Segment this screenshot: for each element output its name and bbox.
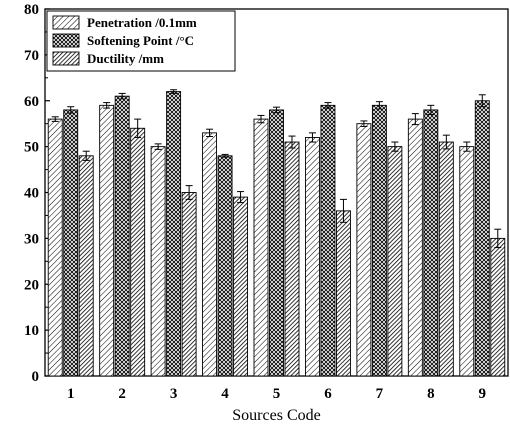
x-tick-label: 6 [324, 386, 332, 402]
bar-1 [99, 104, 115, 377]
plot-area: 0 10 20 30 40 50 60 70 80 1 2 3 4 5 6 7 8 9 [24, 2, 509, 402]
bar-1 [459, 146, 475, 377]
bar-3 [490, 237, 506, 377]
x-tick-label: 5 [273, 386, 281, 402]
bar-3 [438, 141, 454, 377]
y-tick-label: 80 [24, 2, 39, 18]
bar-1 [202, 132, 218, 377]
bar-1 [150, 146, 166, 377]
y-tick-label: 50 [24, 140, 39, 156]
legend: Penetration /0.1mm Softening Point /°C Duc… [46, 10, 236, 72]
legend-swatch-1 [52, 15, 80, 30]
bar-3 [335, 210, 351, 377]
x-tick-label: 3 [170, 386, 178, 402]
x-tick-label: 2 [118, 386, 126, 402]
bar-3 [387, 146, 403, 377]
x-tick-label: 8 [427, 386, 435, 402]
y-tick-label: 0 [32, 369, 40, 385]
y-tick-label: 60 [24, 94, 39, 110]
y-tick-label: 20 [24, 277, 39, 293]
bar-2 [320, 104, 336, 377]
bar-3 [78, 155, 94, 377]
bar-2 [63, 109, 79, 377]
legend-label-3: Ductility /mm [87, 51, 164, 66]
bar-2 [474, 100, 490, 377]
bar-2 [371, 104, 387, 377]
y-tick-label: 10 [24, 323, 39, 339]
bar-3 [181, 192, 197, 377]
bar-1 [253, 118, 269, 377]
x-tick-label: 7 [376, 386, 384, 402]
bar-2 [423, 109, 439, 377]
y-tick-label: 70 [24, 48, 39, 64]
legend-swatch-2 [52, 33, 80, 48]
x-tick-label: 9 [479, 386, 487, 402]
bar-2 [217, 155, 233, 377]
y-tick-label: 40 [24, 186, 39, 202]
legend-label-2: Softening Point /°C [87, 33, 194, 48]
bar-1 [47, 118, 63, 377]
bar-1 [304, 136, 320, 377]
bar-2 [114, 95, 130, 377]
bar-3 [233, 196, 249, 377]
bar-2 [269, 109, 284, 377]
x-tick-label: 4 [221, 386, 229, 402]
x-tick-label: 1 [67, 386, 75, 402]
legend-swatch-3 [52, 51, 80, 66]
bar-2 [166, 91, 182, 377]
bar-1 [407, 118, 423, 377]
bar-1 [356, 123, 372, 377]
bar-3 [284, 141, 300, 377]
bar-3 [130, 127, 146, 377]
x-axis-title: Sources Code [232, 407, 320, 424]
y-tick-label: 30 [24, 231, 39, 247]
legend-label-1: Penetration /0.1mm [87, 15, 197, 30]
